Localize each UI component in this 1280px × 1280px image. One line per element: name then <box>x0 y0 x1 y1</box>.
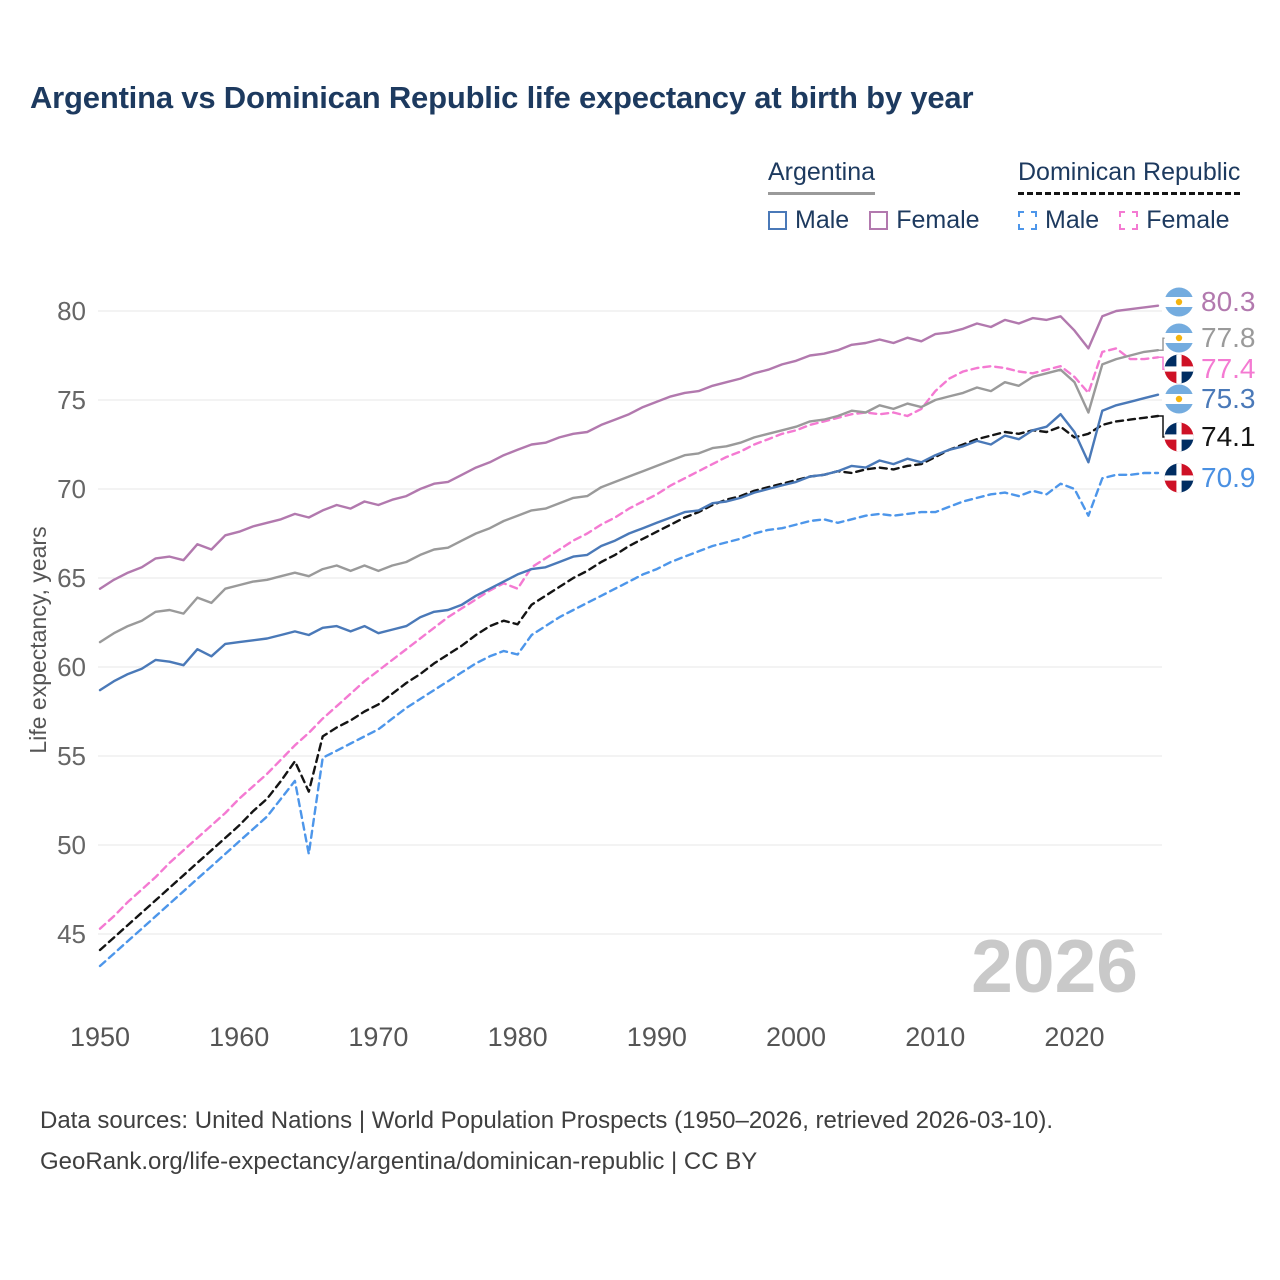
dominican-republic-flag-icon <box>1164 422 1194 452</box>
argentina-flag-icon <box>1164 323 1194 353</box>
series-end-label-argentina_total: 77.8 <box>1164 322 1256 354</box>
legend-argentina-label[interactable]: Argentina <box>768 158 876 195</box>
series-end-label-argentina_male: 75.3 <box>1164 383 1256 415</box>
series-line-dr_male[interactable] <box>98 471 1160 968</box>
x-tick-label: 1980 <box>488 1022 548 1052</box>
legend-dominican-republic-items: Male Female <box>1018 206 1240 235</box>
series-end-value: 77.8 <box>1201 322 1256 354</box>
y-tick-label: 50 <box>57 830 86 860</box>
dominican-republic-flag-icon <box>1164 463 1194 493</box>
page-title: Argentina vs Dominican Republic life exp… <box>30 80 974 115</box>
dominican-republic-flag-icon <box>1164 354 1194 384</box>
series-line-argentina_female[interactable] <box>98 304 1160 590</box>
footer: Data sources: United Nations | World Pop… <box>40 1100 1240 1183</box>
argentina-flag-icon <box>1164 287 1194 317</box>
legend-group-dominican-republic: Dominican Republic Male Female <box>1018 158 1241 235</box>
series-end-value: 74.1 <box>1201 421 1256 453</box>
legend-item-label: Female <box>896 206 980 234</box>
series-line-dr_female[interactable] <box>98 347 1160 930</box>
year-watermark: 2026 <box>971 924 1138 1008</box>
series-end-value: 75.3 <box>1201 382 1256 414</box>
x-tick-label: 1970 <box>348 1022 408 1052</box>
x-tick-label: 2010 <box>905 1022 965 1052</box>
y-tick-label: 70 <box>57 474 86 504</box>
argentina-male-swatch-icon <box>768 211 787 230</box>
x-tick-label: 1960 <box>209 1022 269 1052</box>
x-tick-label: 2000 <box>766 1022 826 1052</box>
legend-item-argentina-male[interactable]: Male <box>768 206 849 235</box>
series-line-argentina_male[interactable] <box>98 393 1160 692</box>
y-tick-label: 60 <box>57 652 86 682</box>
series-line-argentina_total[interactable] <box>98 349 1160 644</box>
x-tick-label: 1950 <box>70 1022 130 1052</box>
y-tick-label: 65 <box>57 563 86 593</box>
series-end-label-dr_female: 77.4 <box>1164 353 1256 385</box>
legend-group-argentina: Argentina Male Female <box>768 158 980 235</box>
y-tick-label: 75 <box>57 385 86 415</box>
legend-item-argentina-female[interactable]: Female <box>869 206 980 235</box>
legend-item-label: Female <box>1146 206 1230 234</box>
footer-attribution-link[interactable]: GeoRank.org/life-expectancy/argentina/do… <box>40 1148 758 1176</box>
legend-dominican-republic-label[interactable]: Dominican Republic <box>1018 158 1241 195</box>
legend-argentina-items: Male Female <box>768 206 980 235</box>
dominican-republic-male-swatch-icon <box>1018 211 1037 230</box>
series-line-dr_total[interactable] <box>98 414 1160 952</box>
y-tick-label: 80 <box>57 296 86 326</box>
series-end-value: 77.4 <box>1201 353 1256 385</box>
legend-item-label: Male <box>795 206 850 234</box>
y-tick-label: 55 <box>57 741 86 771</box>
series-end-label-dr_male: 70.9 <box>1164 462 1256 494</box>
x-tick-label: 2020 <box>1044 1022 1104 1052</box>
dominican-republic-female-swatch-icon <box>1119 211 1139 230</box>
footer-data-sources: Data sources: United Nations | World Pop… <box>40 1107 1054 1134</box>
y-axis-title: Life expectancy, years <box>25 526 51 753</box>
series-end-value: 80.3 <box>1201 285 1256 317</box>
legend-item-dominican-republic-female[interactable]: Female <box>1119 206 1230 235</box>
x-tick-label: 1990 <box>627 1022 687 1052</box>
legend-item-label: Male <box>1045 206 1100 234</box>
y-tick-label: 45 <box>57 919 86 949</box>
argentina-flag-icon <box>1164 384 1194 414</box>
series-end-value: 70.9 <box>1201 461 1256 493</box>
series-end-label-argentina_female: 80.3 <box>1164 286 1256 318</box>
legend-item-dominican-republic-male[interactable]: Male <box>1018 206 1099 235</box>
series-end-label-dr_total: 74.1 <box>1164 421 1256 453</box>
argentina-female-swatch-icon <box>869 211 889 230</box>
